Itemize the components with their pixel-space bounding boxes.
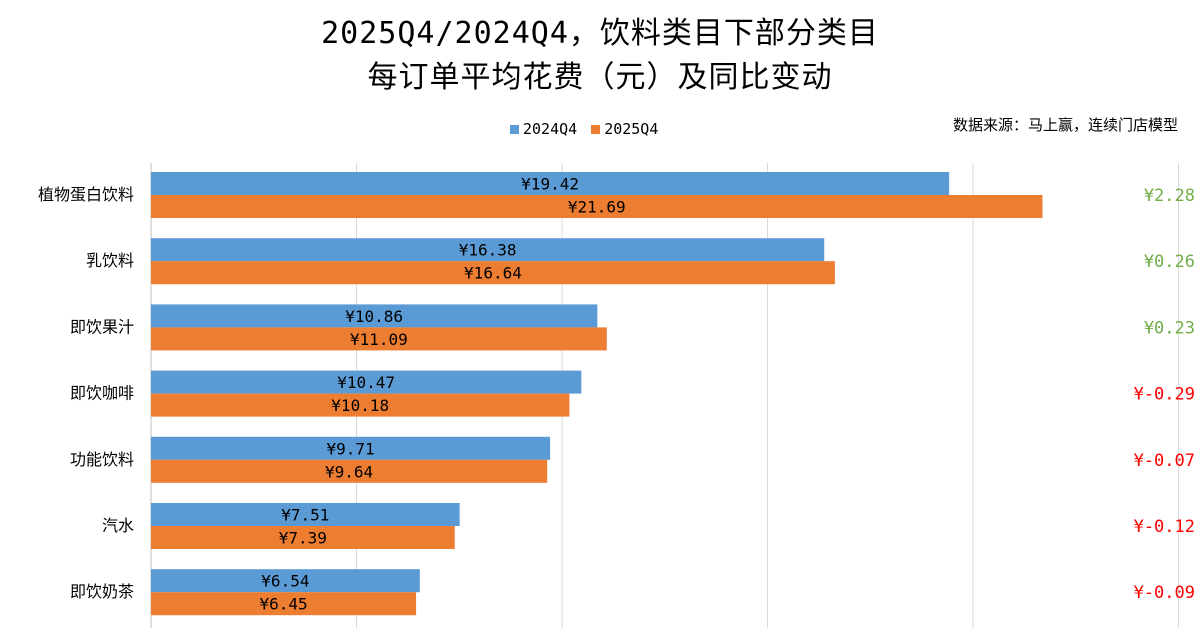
bar-value-label: ¥16.38 [459,241,517,260]
bar-value-label: ¥21.69 [568,198,626,217]
category-label: 乳饮料 [86,251,134,270]
legend-label-2025q4: 2025Q4 [604,120,659,138]
chart-title-line2: 每订单平均花费（元）及同比变动 [367,60,833,95]
bar-2024q4 [151,569,420,593]
yoy-change-label: ¥-0.29 [1134,385,1195,405]
yoy-change-label: ¥2.28 [1144,186,1195,206]
bar-2025q4 [151,327,607,351]
bar-value-label: ¥7.51 [281,506,329,525]
bar-value-label: ¥6.54 [261,572,309,591]
legend-item-2024q4: 2024Q4 [510,120,577,138]
category-label: 汽水 [102,516,134,535]
category-label: 功能饮料 [70,450,134,469]
bar-2025q4 [151,393,570,417]
yoy-change-label: ¥-0.09 [1134,583,1195,603]
legend-swatch-2025q4 [591,124,601,134]
legend-label-2024q4: 2024Q4 [523,120,578,138]
bar-value-label: ¥16.64 [464,264,522,283]
bar-2024q4 [151,436,551,460]
bar-value-label: ¥10.18 [331,396,389,415]
bar-2025q4 [151,526,455,549]
yoy-change-label: ¥0.23 [1144,318,1195,338]
bar-value-label: ¥9.71 [326,439,374,458]
bar-2025q4 [151,592,417,616]
bar-2024q4 [151,238,825,262]
bar-2025q4 [151,195,1043,218]
bar-2025q4 [151,459,548,483]
bar-2025q4 [151,261,835,285]
bar-value-label: ¥11.09 [350,330,408,349]
bar-value-label: ¥6.45 [259,595,307,614]
yoy-change-label: ¥-0.07 [1134,451,1195,471]
bar-2024q4 [151,370,582,394]
category-label: 即饮咖啡 [70,384,134,403]
yoy-change-label: ¥0.26 [1144,252,1195,272]
yoy-change-label: ¥-0.12 [1134,517,1195,537]
chart-title-line1: 2025Q4/2024Q4，饮料类目下部分类目 [321,16,879,51]
bar-value-label: ¥9.64 [325,462,373,481]
bar-value-label: ¥10.86 [345,307,403,326]
bar-2024q4 [151,172,950,195]
category-label: 即饮奶茶 [70,582,134,601]
category-label: 植物蛋白饮料 [38,185,134,204]
bar-2024q4 [151,503,460,526]
bar-value-label: ¥19.42 [521,175,579,194]
category-label: 即饮果汁 [70,317,134,336]
bar-value-label: ¥10.47 [337,373,395,392]
data-source-note: 数据来源：马上赢，连续门店模型 [952,116,1178,134]
legend-swatch-2024q4 [510,124,519,134]
legend-item-2025q4: 2025Q4 [591,120,658,138]
bar-2024q4 [151,304,598,328]
chart-legend: 2024Q4 2025Q4 [510,118,672,140]
bar-value-label: ¥7.39 [279,529,327,548]
